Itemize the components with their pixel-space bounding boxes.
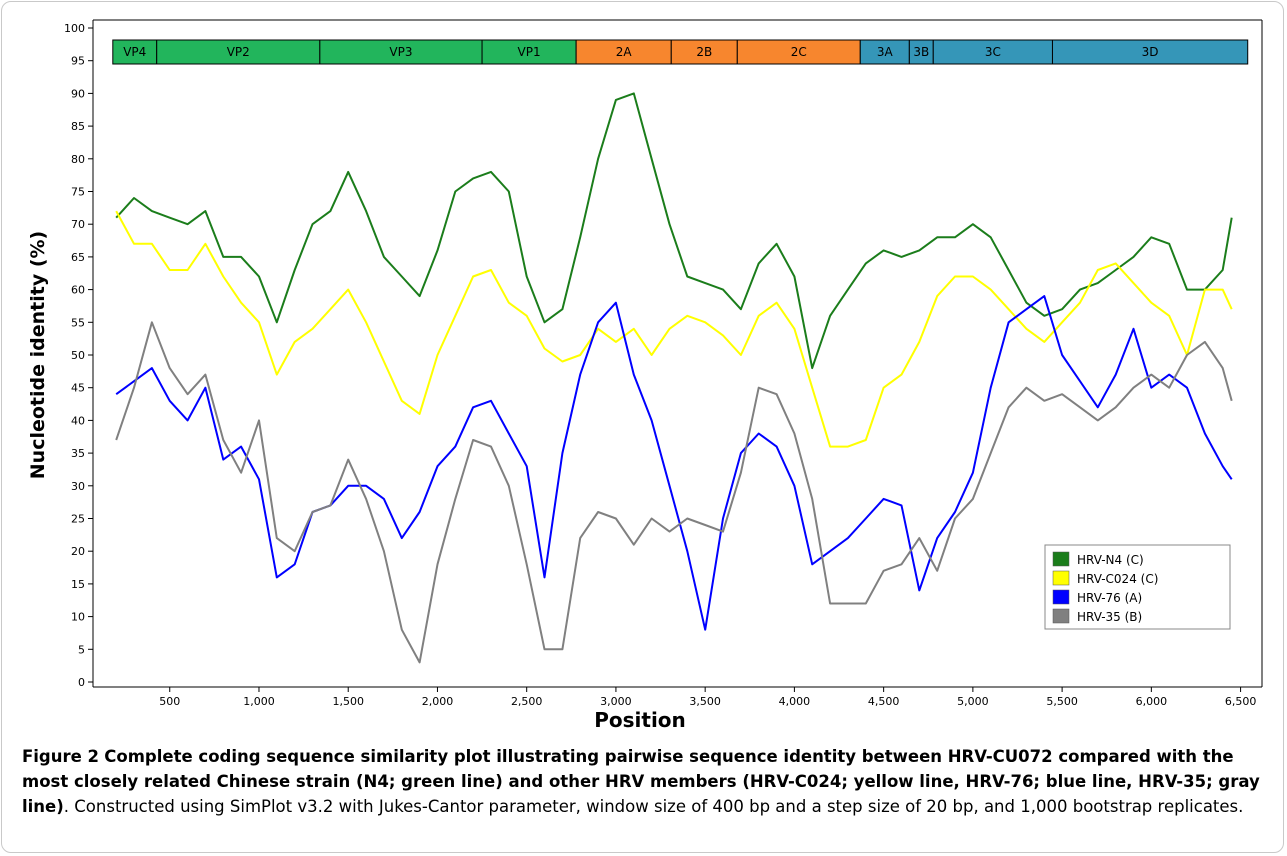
genome-region-label: 3D	[1142, 45, 1159, 59]
y-tick-label: 75	[71, 186, 85, 199]
x-tick-label: 6,500	[1225, 695, 1257, 708]
y-tick-label: 60	[71, 284, 85, 297]
x-tick-label: 3,500	[689, 695, 721, 708]
y-tick-label: 80	[71, 153, 85, 166]
caption-label: Figure 2	[22, 747, 100, 766]
genome-region	[859, 39, 910, 65]
y-tick-label: 95	[71, 55, 85, 68]
x-tick-label: 3,000	[600, 695, 632, 708]
y-tick-label: 55	[71, 316, 85, 329]
series-line	[115, 210, 1233, 448]
y-tick-label: 10	[71, 611, 85, 624]
genome-region-label: 2C	[791, 45, 807, 59]
legend-box	[1044, 544, 1231, 630]
y-tick-label: 90	[71, 87, 85, 100]
x-tick-label: 4,500	[868, 695, 900, 708]
x-tick-label: 1,000	[243, 695, 275, 708]
y-tick-label: 70	[71, 218, 85, 231]
legend-label: HRV-C024 (C)	[1077, 572, 1158, 586]
y-axis-label: Nucleotide identity (%)	[27, 231, 49, 479]
y-tick-label: 15	[71, 578, 85, 591]
x-tick-label: 1,500	[332, 695, 364, 708]
x-axis-label: Position	[594, 708, 686, 732]
legend-label: HRV-N4 (C)	[1077, 553, 1144, 567]
y-tick-label: 100	[64, 22, 85, 35]
chart: Position Nucleotide identity (%) 0 5 10 15 2…	[27, 19, 1263, 732]
y-tick-label: 30	[71, 480, 85, 493]
genome-region-label: 2A	[616, 45, 633, 59]
x-tick-label: 2,500	[511, 695, 543, 708]
y-tick-label: 85	[71, 120, 85, 133]
caption: Figure 2 Complete coding sequence simila…	[22, 744, 1272, 819]
genome-region-label: VP1	[518, 45, 541, 59]
x-tick-label: 500	[159, 695, 180, 708]
genome-region-label: 3B	[913, 45, 929, 59]
series-line	[115, 92, 1233, 370]
genome-region-label: VP4	[123, 45, 146, 59]
legend-swatch	[1052, 608, 1070, 624]
x-tick-label: 5,500	[1046, 695, 1078, 708]
genome-region	[1051, 39, 1249, 65]
genome-region-label: VP2	[227, 45, 250, 59]
genome-region	[670, 39, 738, 65]
series-line	[115, 321, 1233, 664]
x-tick-label: 2,000	[422, 695, 454, 708]
y-tick-label: 35	[71, 447, 85, 460]
genome-region	[319, 39, 483, 65]
genome-region-label: VP3	[389, 45, 412, 59]
y-tick-label: 5	[78, 643, 85, 656]
x-tick-label: 5,000	[957, 695, 989, 708]
y-tick-label: 25	[71, 513, 85, 526]
legend-swatch	[1052, 570, 1070, 586]
legend-swatch	[1052, 589, 1070, 605]
y-tick-label: 65	[71, 251, 85, 264]
x-tick-label: 6,000	[1136, 695, 1168, 708]
legend-swatch	[1052, 551, 1070, 567]
y-tick-label: 40	[71, 414, 85, 427]
series-line	[115, 295, 1233, 631]
y-tick-label: 45	[71, 382, 85, 395]
y-tick-label: 0	[78, 676, 85, 689]
legend-label: HRV-35 (B)	[1077, 610, 1142, 624]
genome-region-label: 3A	[877, 45, 894, 59]
legend-label: HRV-76 (A)	[1077, 591, 1142, 605]
genome-region	[481, 39, 577, 65]
genome-region	[156, 39, 321, 65]
caption-text: . Constructed using SimPlot v3.2 with Ju…	[63, 797, 1244, 816]
y-tick-label: 50	[71, 349, 85, 362]
genome-region-label: 3C	[985, 45, 1001, 59]
caption-title: Complete coding sequence similarity plot…	[22, 747, 1260, 816]
genome-region	[932, 39, 1053, 65]
y-tick-label: 20	[71, 545, 85, 558]
x-tick-label: 4,000	[779, 695, 811, 708]
genome-region-label: 2B	[696, 45, 712, 59]
